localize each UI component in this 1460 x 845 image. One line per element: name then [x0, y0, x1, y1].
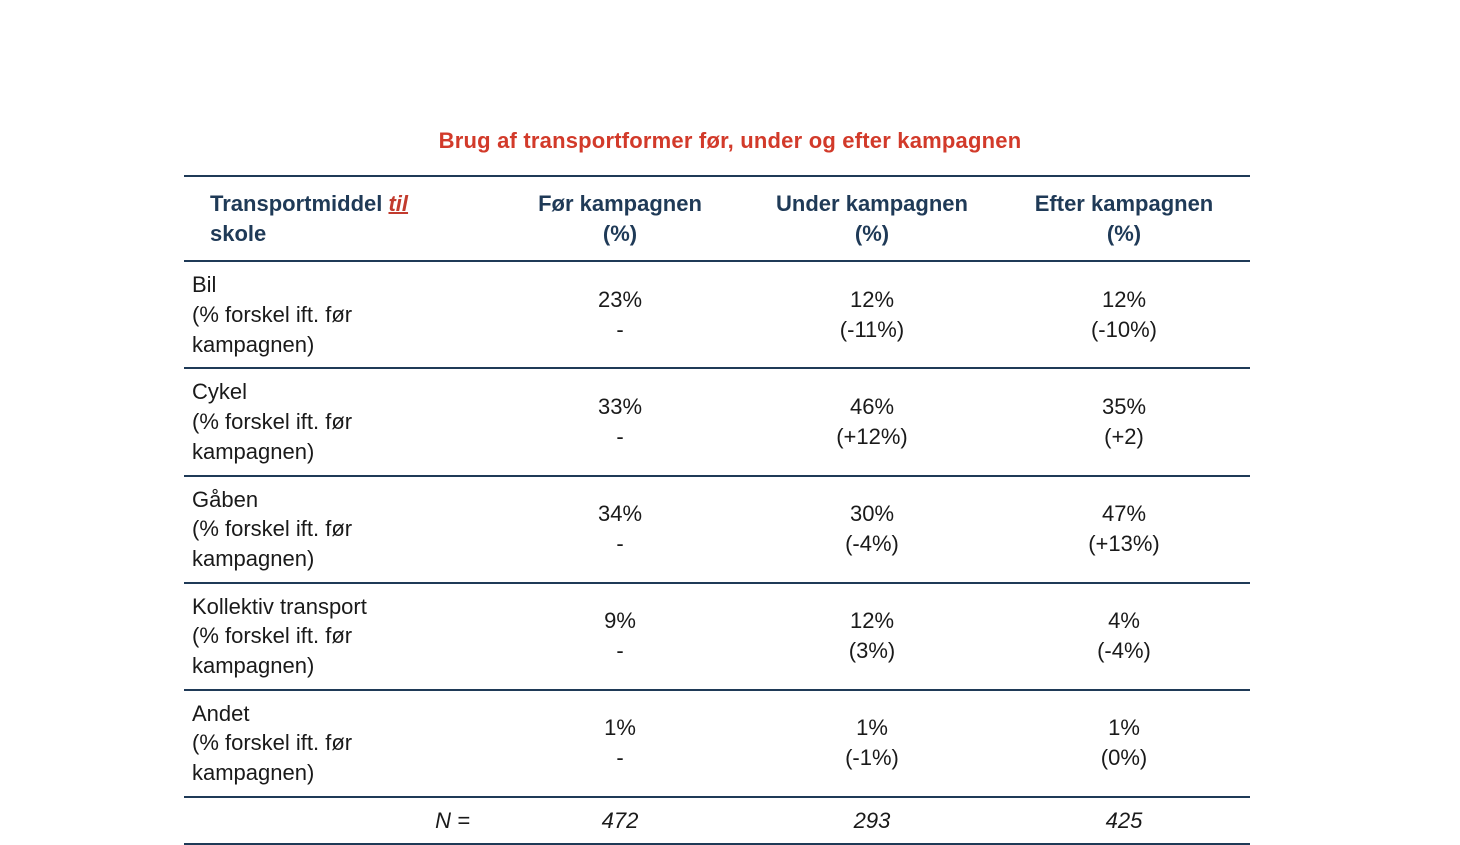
cell-pct: 23%	[502, 285, 738, 315]
cell: 46%(+12%)	[746, 368, 998, 475]
row-label-l1: Cykel	[192, 379, 247, 404]
col-header-during: Under kampagnen (%)	[746, 176, 998, 261]
row-label-l2: (% forskel ift. før	[192, 623, 352, 648]
table-header-row: Transportmiddel til skole Før kampagnen …	[184, 176, 1250, 261]
row-label-l2: (% forskel ift. før	[192, 516, 352, 541]
table-row: Gåben(% forskel ift. førkampagnen)34%-30…	[184, 476, 1250, 583]
cell-diff: -	[502, 743, 738, 773]
row-label: Bil (% forskel ift. før kampagnen)	[184, 261, 494, 368]
table-row: Kollektiv transport (% forskel ift. før ka…	[184, 583, 1250, 690]
cell: 1%(-1%)	[746, 690, 998, 797]
cell-pct: 1%	[1006, 713, 1242, 743]
cell-diff: -	[502, 315, 738, 345]
cell: 23%-	[494, 261, 746, 368]
row-label-l2: (% forskel ift. før	[192, 302, 352, 327]
cell: 9%-	[494, 583, 746, 690]
cell: 12%(-10%)	[998, 261, 1250, 368]
row-label-l3: kampagnen)	[192, 332, 314, 357]
cell-diff: (+2)	[1006, 422, 1242, 452]
cell-diff: (0%)	[1006, 743, 1242, 773]
cell-pct: 30%	[754, 499, 990, 529]
cell-diff: (-4%)	[754, 529, 990, 559]
col-header-after: Efter kampagnen (%)	[998, 176, 1250, 261]
col-header-during-l1: Under kampagnen	[776, 191, 968, 216]
col-header-after-l2: (%)	[1107, 221, 1141, 246]
col-header-after-l1: Efter kampagnen	[1035, 191, 1214, 216]
chart-title: Brug af transportformer før, under og ef…	[0, 128, 1460, 154]
header-row-label-post: skole	[210, 221, 266, 246]
cell: 47%(+13%)	[998, 476, 1250, 583]
row-label-l3: kampagnen)	[192, 760, 314, 785]
page-root: Brug af transportformer før, under og ef…	[0, 0, 1460, 821]
cell: 1%(0%)	[998, 690, 1250, 797]
cell: 30%(-4%)	[746, 476, 998, 583]
cell-pct: 12%	[1006, 285, 1242, 315]
cell-diff: (+13%)	[1006, 529, 1242, 559]
cell: 4%(-4%)	[998, 583, 1250, 690]
row-label-l3: kampagnen)	[192, 439, 314, 464]
cell-diff: (3%)	[754, 636, 990, 666]
cell-pct: 1%	[754, 713, 990, 743]
cell-diff: -	[502, 529, 738, 559]
cell-diff: (-11%)	[754, 315, 990, 345]
row-label-l3: kampagnen)	[192, 653, 314, 678]
table-body: Bil(% forskel ift. førkampagnen)23%-12%(…	[184, 261, 1250, 796]
row-label: Gåben (% forskel ift. før kampagnen)	[184, 476, 494, 583]
col-header-before-l1: Før kampagnen	[538, 191, 702, 216]
cell-pct: 34%	[502, 499, 738, 529]
cell: 1%-	[494, 690, 746, 797]
cell: 35%(+2)	[998, 368, 1250, 475]
table-row: Andet(% forskel ift. førkampagnen)1%-1%(…	[184, 690, 1250, 797]
row-label-l1: Kollektiv transport	[192, 594, 367, 619]
cell-diff: (+12%)	[754, 422, 990, 452]
cell: 34%-	[494, 476, 746, 583]
col-header-before: Før kampagnen (%)	[494, 176, 746, 261]
cell: 12%(3%)	[746, 583, 998, 690]
cell-pct: 47%	[1006, 499, 1242, 529]
row-label-l1: Andet	[192, 701, 250, 726]
cell-pct: 9%	[502, 606, 738, 636]
cell: 12%(-11%)	[746, 261, 998, 368]
col-header-during-l2: (%)	[855, 221, 889, 246]
row-label: Andet (% forskel ift. før kampagnen)	[184, 690, 494, 797]
cell-pct: 1%	[502, 713, 738, 743]
header-row-label-til: til	[388, 191, 408, 216]
cell-pct: 12%	[754, 606, 990, 636]
row-label-l1: Gåben	[192, 487, 258, 512]
row-label-l2: (% forskel ift. før	[192, 730, 352, 755]
col-header-before-l2: (%)	[603, 221, 637, 246]
header-row-label-pre: Transportmiddel	[210, 191, 388, 216]
table-row: Cykel(% forskel ift. førkampagnen)33%-46…	[184, 368, 1250, 475]
cell-diff: -	[502, 636, 738, 666]
cell-diff: (-4%)	[1006, 636, 1242, 666]
cell-pct: 4%	[1006, 606, 1242, 636]
transport-table: Transportmiddel til skole Før kampagnen …	[184, 175, 1250, 845]
row-label-l3: kampagnen)	[192, 546, 314, 571]
row-label: Cykel (% forskel ift. før kampagnen)	[184, 368, 494, 475]
row-label-l2: (% forskel ift. før	[192, 409, 352, 434]
cell-pct: 12%	[754, 285, 990, 315]
table-row: Bil(% forskel ift. førkampagnen)23%-12%(…	[184, 261, 1250, 368]
cell: 33%-	[494, 368, 746, 475]
cell-pct: 35%	[1006, 392, 1242, 422]
row-label-l1: Bil	[192, 272, 216, 297]
cell-diff: (-10%)	[1006, 315, 1242, 345]
cell-diff: (-1%)	[754, 743, 990, 773]
cell-diff: -	[502, 422, 738, 452]
cell-pct: 46%	[754, 392, 990, 422]
header-row-label: Transportmiddel til skole	[184, 176, 494, 261]
cell-pct: 33%	[502, 392, 738, 422]
row-label: Kollektiv transport (% forskel ift. før ka…	[184, 583, 494, 690]
